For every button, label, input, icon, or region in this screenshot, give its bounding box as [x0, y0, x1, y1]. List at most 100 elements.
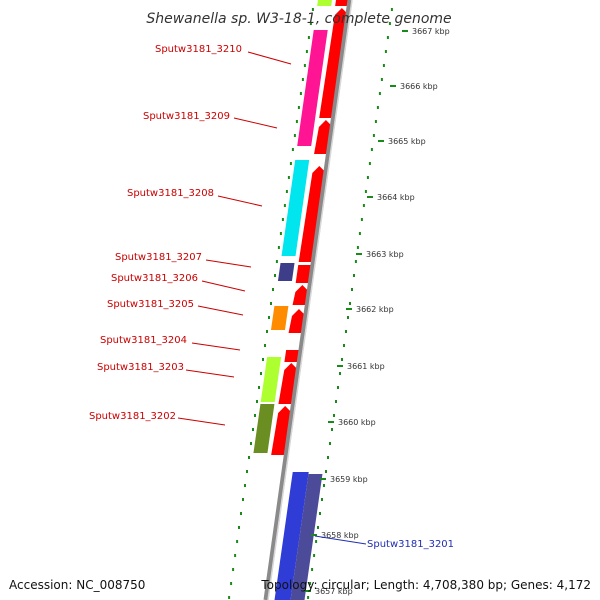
tick-dot	[315, 540, 318, 543]
gene-label-leader	[314, 535, 367, 545]
tick-dot	[297, 106, 300, 109]
tick-dot	[358, 232, 361, 235]
gene-label-leader	[233, 117, 278, 129]
gene-category-box[interactable]	[260, 357, 282, 402]
forward-gene-arrow[interactable]	[298, 166, 327, 262]
tick-dot	[345, 330, 347, 333]
gene-label[interactable]: Sputw3181_3209	[143, 111, 230, 122]
gene-label[interactable]: Sputw3181_3207	[115, 252, 202, 263]
genome-backbone-highlight	[267, 0, 353, 600]
gene-label-leader	[205, 259, 252, 268]
gene-label[interactable]: Sputw3181_3210	[155, 44, 242, 55]
tick-dot	[307, 36, 310, 39]
forward-gene-arrow[interactable]	[292, 285, 310, 305]
tick-dot	[372, 134, 375, 137]
tick-dot	[299, 92, 302, 95]
tick-dot	[388, 22, 391, 25]
tick-dot	[390, 8, 393, 11]
tick-dot	[295, 120, 298, 123]
tick-dot	[325, 470, 327, 473]
tick-dot	[366, 176, 369, 179]
tick-dot	[378, 92, 381, 95]
tick-dot	[309, 22, 312, 25]
tick-dot	[370, 148, 373, 151]
tick-dot	[270, 302, 272, 305]
gene-label[interactable]: Sputw3181_3204	[100, 335, 187, 346]
ruler-tick-label: 3666 kbp	[400, 82, 438, 91]
tick-dot	[354, 260, 357, 263]
forward-gene-arrow[interactable]	[295, 265, 313, 283]
gene-category-box[interactable]	[270, 306, 289, 330]
gene-category-box[interactable]	[290, 474, 323, 600]
tick-dot	[272, 288, 274, 291]
gene-label-leader	[217, 195, 263, 207]
gene-label-leader	[201, 280, 246, 292]
gene-label[interactable]: Sputw3181_3208	[127, 188, 214, 199]
gene-label[interactable]: Sputw3181_3201	[367, 539, 454, 550]
tick-dot	[349, 302, 351, 305]
gene-labels: Sputw3181_3210 Sputw3181_3209 Sputw3181_32…	[89, 44, 454, 550]
tick-dot	[376, 106, 379, 109]
tick-dot	[353, 274, 355, 277]
forward-gene-arrow[interactable]	[319, 8, 349, 118]
tick-dot	[303, 64, 306, 67]
tick-dot	[360, 218, 363, 221]
gene-label[interactable]: Sputw3181_3205	[107, 299, 194, 310]
tick-dot	[291, 148, 294, 151]
tick-dot	[337, 386, 339, 389]
tick-dot	[319, 512, 321, 515]
gene-track	[253, 0, 350, 600]
ruler-tick-label: 3660 kbp	[338, 418, 376, 427]
reverse-gene-arrow[interactable]	[274, 472, 309, 600]
tick-dot	[374, 120, 377, 123]
gene-category-box[interactable]	[317, 0, 332, 6]
tick-dot	[258, 386, 260, 389]
tick-dot	[281, 218, 284, 221]
tick-dot	[248, 456, 250, 459]
tick-dot	[384, 50, 387, 53]
gene-category-box[interactable]	[297, 30, 328, 146]
tick-dot	[333, 414, 335, 417]
ruler-tick-label: 3662 kbp	[356, 305, 394, 314]
tick-dot	[262, 358, 264, 361]
gene-label[interactable]: Sputw3181_3203	[97, 362, 184, 373]
gene-label-leader	[197, 305, 244, 316]
genome-backbone	[263, 0, 353, 600]
tick-dot	[321, 498, 323, 501]
gene-category-box[interactable]	[277, 263, 295, 281]
forward-gene-arrow[interactable]	[335, 0, 350, 6]
tick-dot	[277, 246, 280, 249]
tick-dot	[382, 64, 385, 67]
tick-dot	[307, 596, 310, 599]
tick-dot	[341, 358, 343, 361]
tick-dot	[252, 428, 254, 431]
tick-dot	[238, 526, 240, 529]
tick-dot	[380, 78, 383, 81]
tick-dot	[343, 344, 345, 347]
gene-label[interactable]: Sputw3181_3206	[111, 273, 198, 284]
ruler-tick-label: 3658 kbp	[321, 531, 359, 540]
tick-dot	[323, 484, 325, 487]
tick-dot	[347, 316, 349, 319]
gene-label[interactable]: Sputw3181_3202	[89, 411, 176, 422]
gene-category-box[interactable]	[281, 160, 310, 256]
gene-category-box[interactable]	[253, 404, 275, 453]
tick-dot	[362, 204, 365, 207]
tick-dot	[289, 162, 292, 165]
ruler-tick-label: 3667 kbp	[412, 27, 450, 36]
tick-dot	[230, 582, 233, 585]
ruler-tick-label: 3665 kbp	[388, 137, 426, 146]
forward-gene-arrow[interactable]	[284, 350, 301, 362]
tick-dot	[236, 540, 239, 543]
tick-dot	[368, 162, 371, 165]
forward-gene-arrow[interactable]	[288, 309, 306, 333]
tick-dot	[266, 330, 268, 333]
ruler-tick-label: 3663 kbp	[366, 250, 404, 259]
ruler-tick-label: 3661 kbp	[347, 362, 385, 371]
tick-dot	[244, 484, 246, 487]
ruler-tick-label: 3664 kbp	[377, 193, 415, 202]
tick-dot	[293, 134, 296, 137]
tick-dot	[287, 176, 290, 179]
tick-dot	[275, 260, 278, 263]
